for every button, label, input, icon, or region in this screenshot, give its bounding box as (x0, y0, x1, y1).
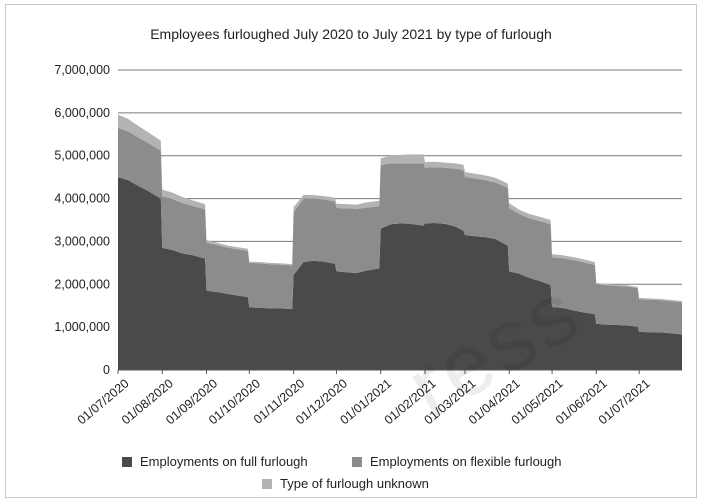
legend-swatch-unknown (262, 479, 272, 489)
legend-entry-unknown: Type of furlough unknown (262, 476, 429, 491)
legend-label-full: Employments on full furlough (140, 454, 308, 469)
y-tick-label: 2,000,000 (54, 277, 110, 291)
y-tick-label: 5,000,000 (54, 149, 110, 163)
legend-entry-full-furlough: Employments on full furlough (122, 454, 308, 469)
y-tick-label: 6,000,000 (54, 106, 110, 120)
area-series-2 (118, 127, 682, 335)
legend-label-unknown: Type of furlough unknown (280, 476, 429, 491)
chart-title: Employees furloughed July 2020 to July 2… (150, 26, 552, 42)
y-tick-label: 7,000,000 (54, 63, 110, 77)
y-tick-label: 3,000,000 (54, 234, 110, 248)
legend-swatch-flexible (352, 457, 362, 467)
x-axis-tick-labels: 01/07/202001/08/202001/09/202001/10/2020… (75, 376, 653, 427)
legend-swatch-full (122, 457, 132, 467)
x-axis (117, 369, 682, 374)
area-series-1 (118, 177, 682, 370)
stacked-areas (118, 114, 682, 370)
legend-entry-flexible-furlough: Employments on flexible furlough (352, 454, 562, 469)
y-tick-label: 1,000,000 (54, 320, 110, 334)
y-axis-tick-labels: 0 1,000,000 2,000,000 3,000,000 4,000,000 5,0… (54, 63, 110, 377)
y-tick-label: 0 (103, 363, 110, 377)
legend-label-flexible: Employments on flexible furlough (370, 454, 562, 469)
y-tick-label: 4,000,000 (54, 192, 110, 206)
